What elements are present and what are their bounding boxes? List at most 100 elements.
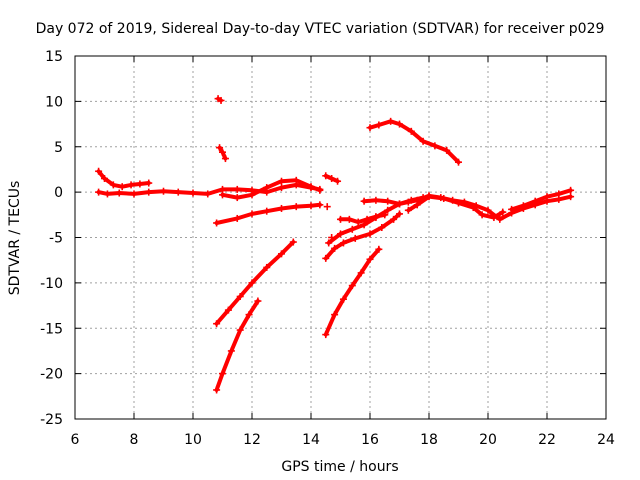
data-point [316, 201, 324, 209]
data-point [360, 221, 368, 229]
data-point [390, 215, 398, 223]
data-point [248, 279, 256, 287]
data-point [101, 175, 108, 183]
series-arc-4 [219, 176, 324, 202]
data-point [145, 188, 153, 196]
data-point [396, 200, 403, 208]
data-point [555, 190, 563, 198]
data-point [484, 206, 492, 214]
x-tick-label: 10 [184, 432, 202, 448]
data-point [348, 282, 356, 290]
data-point [325, 239, 333, 247]
data-point [478, 211, 486, 219]
series-arc-8 [214, 95, 225, 104]
data-point [236, 326, 244, 334]
data-point [103, 190, 111, 198]
y-tick-label: -10 [40, 276, 63, 292]
data-point [366, 124, 374, 132]
data-point [217, 96, 225, 104]
data-point [189, 189, 197, 197]
data-point [443, 146, 451, 154]
x-tick-label: 22 [538, 432, 556, 448]
data-point [136, 180, 144, 188]
grid-lines [75, 56, 606, 419]
data-point [328, 234, 336, 241]
chart-title: Day 072 of 2019, Sidereal Day-to-day VTE… [36, 21, 605, 37]
data-point [248, 191, 256, 199]
data-point [339, 295, 347, 303]
data-point [174, 188, 182, 196]
data-point [213, 386, 221, 394]
data-point [204, 190, 212, 198]
data-point [384, 197, 392, 205]
data-point [95, 167, 103, 175]
data-point [263, 184, 271, 192]
data-point [404, 198, 412, 206]
tick-labels: 6 8 10 12 14 16 18 20 22 24 -25 -20 -15 -10 -5 0 5 10 15 [40, 49, 615, 448]
data-point [328, 175, 336, 183]
data-point [331, 244, 339, 252]
data-point [278, 177, 285, 185]
y-axis-label: SDTVAR / TECUs [7, 181, 23, 296]
series-trace [323, 211, 402, 261]
data-point [334, 177, 342, 185]
data-point [278, 204, 285, 212]
axis-ticks [74, 55, 607, 420]
data-point [378, 224, 386, 232]
data-point [375, 245, 383, 253]
series-isolated-point-2 [328, 234, 336, 241]
data-point [337, 230, 344, 238]
series-arc-14 [366, 117, 462, 166]
x-axis-label: GPS time / hours [281, 459, 398, 475]
data-point [431, 142, 439, 150]
series-arc-17 [508, 186, 575, 213]
series-trace [214, 202, 322, 225]
data-point [396, 120, 403, 128]
data-point [425, 193, 433, 201]
data-point [531, 197, 539, 205]
series-arc-16 [404, 193, 507, 222]
x-tick-label: 8 [130, 432, 139, 448]
data-point [567, 193, 575, 201]
data-point [351, 234, 359, 242]
series-arc-13 [337, 211, 389, 226]
data-point [118, 183, 126, 191]
data-point [337, 215, 344, 223]
data-point [490, 214, 498, 222]
data-point [357, 269, 365, 277]
data-point [322, 172, 330, 180]
data-point [224, 306, 232, 314]
data-point [375, 121, 383, 129]
data-point [419, 137, 427, 145]
series-arc-11 [322, 210, 403, 262]
data-point [363, 215, 371, 223]
data-point [292, 176, 300, 184]
data-point [213, 219, 221, 227]
data-point [307, 202, 315, 210]
data-point [496, 215, 504, 223]
data-point [160, 187, 167, 195]
data-point [322, 254, 330, 262]
data-point [263, 263, 271, 271]
data-point [130, 190, 138, 198]
data-point [221, 155, 229, 163]
data-point [213, 320, 221, 328]
series-trace [214, 299, 260, 392]
y-tick-label: -20 [40, 367, 63, 383]
data-point [245, 311, 253, 319]
data-point [307, 183, 315, 191]
data-point [396, 210, 403, 218]
data-point [95, 188, 103, 196]
x-tick-label: 12 [243, 432, 261, 448]
data-point [567, 186, 575, 194]
x-tick-label: 6 [71, 432, 80, 448]
y-tick-label: -5 [49, 231, 63, 247]
x-tick-label: 14 [302, 432, 320, 448]
data-point [407, 127, 415, 135]
data-point [360, 197, 368, 205]
x-tick-label: 18 [420, 432, 438, 448]
data-point [236, 292, 244, 300]
data-point [109, 181, 117, 189]
y-tick-label: 15 [45, 49, 63, 65]
data-point [339, 239, 347, 247]
